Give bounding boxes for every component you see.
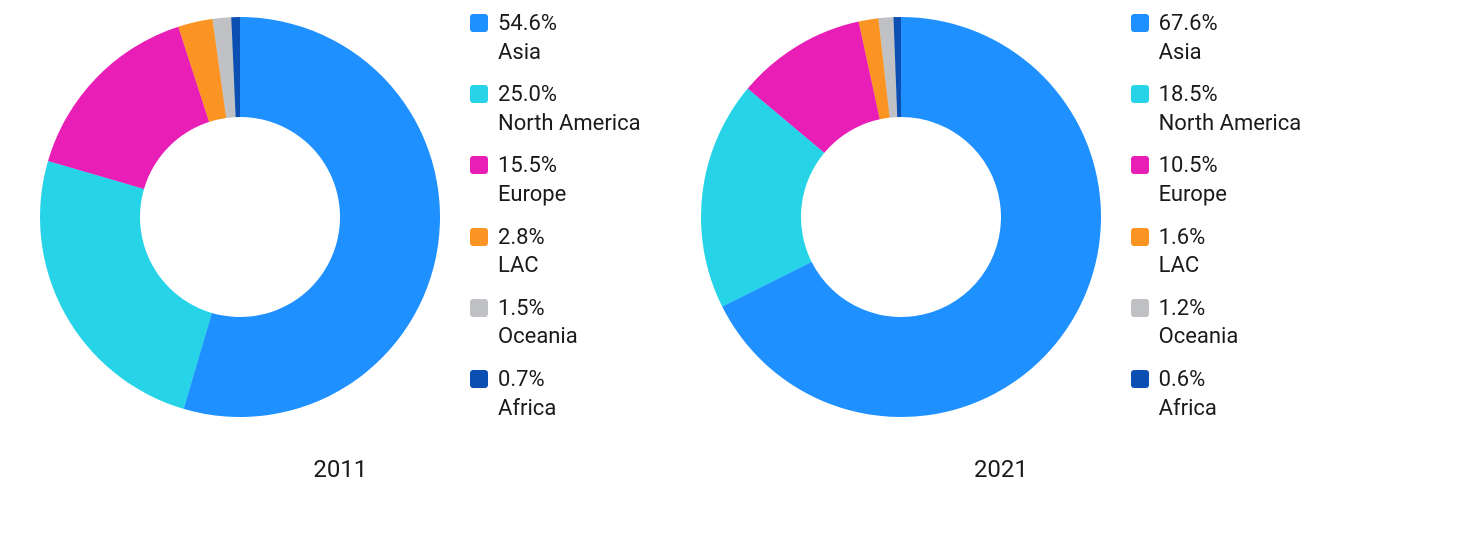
swatch-north-america — [470, 85, 488, 103]
legend-label: LAC — [498, 252, 545, 281]
legend-item-oceania: 1.5% Oceania — [470, 295, 641, 352]
swatch-europe — [470, 156, 488, 174]
legend-label: Oceania — [1159, 323, 1239, 352]
legend-item-europe: 15.5% Europe — [470, 152, 641, 209]
legend-text: 0.7% Africa — [498, 366, 556, 423]
legend-item-asia: 67.6% Asia — [1131, 10, 1302, 67]
legend-pct: 1.6% — [1159, 224, 1206, 253]
year-label-2021: 2021 — [974, 455, 1028, 483]
legend-label: Asia — [1159, 39, 1218, 68]
legend-pct: 10.5% — [1159, 152, 1227, 181]
legend-pct: 18.5% — [1159, 81, 1302, 110]
legend-pct: 1.2% — [1159, 295, 1239, 324]
legend-text: 2.8% LAC — [498, 224, 545, 281]
swatch-asia — [470, 14, 488, 32]
swatch-europe — [1131, 156, 1149, 174]
legend-item-asia: 54.6% Asia — [470, 10, 641, 67]
legend-item-oceania: 1.2% Oceania — [1131, 295, 1302, 352]
chart-row: 54.6% Asia 25.0% North America 15.5% E — [40, 0, 641, 437]
legend-text: 25.0% North America — [498, 81, 641, 138]
donut-svg — [40, 17, 440, 417]
legend-item-africa: 0.7% Africa — [470, 366, 641, 423]
swatch-oceania — [1131, 299, 1149, 317]
legend-item-north-america: 25.0% North America — [470, 81, 641, 138]
legend-pct: 15.5% — [498, 152, 566, 181]
legend-label: Oceania — [498, 323, 578, 352]
legend-2021: 67.6% Asia 18.5% North America 10.5% E — [1131, 10, 1302, 437]
legend-label: LAC — [1159, 252, 1206, 281]
legend-label: Africa — [498, 395, 556, 424]
legend-2011: 54.6% Asia 25.0% North America 15.5% E — [470, 10, 641, 437]
swatch-oceania — [470, 299, 488, 317]
legend-label: Europe — [498, 181, 566, 210]
legend-pct: 0.6% — [1159, 366, 1217, 395]
donut-slice — [40, 161, 212, 409]
legend-text: 18.5% North America — [1159, 81, 1302, 138]
swatch-africa — [470, 370, 488, 388]
legend-text: 54.6% Asia — [498, 10, 557, 67]
legend-pct: 1.5% — [498, 295, 578, 324]
legend-text: 1.5% Oceania — [498, 295, 578, 352]
legend-label: Africa — [1159, 395, 1217, 424]
legend-item-lac: 2.8% LAC — [470, 224, 641, 281]
legend-text: 1.6% LAC — [1159, 224, 1206, 281]
chart-block-2011: 54.6% Asia 25.0% North America 15.5% E — [0, 0, 661, 483]
legend-item-lac: 1.6% LAC — [1131, 224, 1302, 281]
legend-text: 0.6% Africa — [1159, 366, 1217, 423]
chart-block-2021: 67.6% Asia 18.5% North America 10.5% E — [661, 0, 1322, 483]
swatch-lac — [1131, 228, 1149, 246]
legend-text: 15.5% Europe — [498, 152, 566, 209]
legend-label: Asia — [498, 39, 557, 68]
swatch-asia — [1131, 14, 1149, 32]
legend-text: 67.6% Asia — [1159, 10, 1218, 67]
legend-label: North America — [498, 110, 641, 139]
charts-canvas: 54.6% Asia 25.0% North America 15.5% E — [0, 0, 1482, 535]
donut-svg — [701, 17, 1101, 417]
legend-text: 1.2% Oceania — [1159, 295, 1239, 352]
legend-pct: 67.6% — [1159, 10, 1218, 39]
swatch-north-america — [1131, 85, 1149, 103]
swatch-africa — [1131, 370, 1149, 388]
donut-slice — [48, 26, 209, 188]
legend-pct: 0.7% — [498, 366, 556, 395]
legend-pct: 25.0% — [498, 81, 641, 110]
donut-chart-2011 — [40, 17, 440, 421]
year-label-2011: 2011 — [313, 455, 367, 483]
swatch-lac — [470, 228, 488, 246]
legend-item-africa: 0.6% Africa — [1131, 366, 1302, 423]
legend-item-north-america: 18.5% North America — [1131, 81, 1302, 138]
legend-text: 10.5% Europe — [1159, 152, 1227, 209]
chart-row: 67.6% Asia 18.5% North America 10.5% E — [701, 0, 1302, 437]
donut-chart-2021 — [701, 17, 1101, 421]
legend-label: North America — [1159, 110, 1302, 139]
legend-pct: 2.8% — [498, 224, 545, 253]
legend-item-europe: 10.5% Europe — [1131, 152, 1302, 209]
legend-pct: 54.6% — [498, 10, 557, 39]
legend-label: Europe — [1159, 181, 1227, 210]
